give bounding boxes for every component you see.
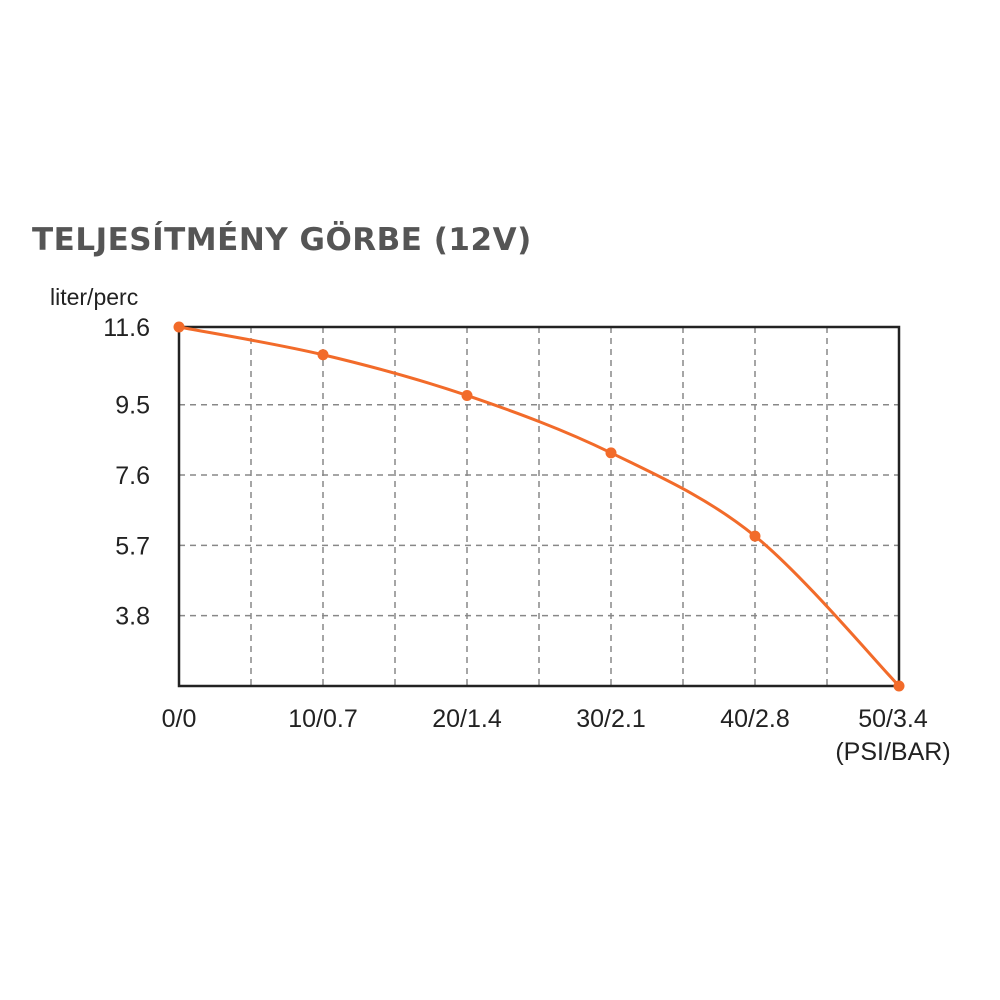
series-line [178,325,901,688]
data-point [173,321,185,333]
y-tick-labels: 11.6 9.5 7.6 5.7 3.8 [103,314,150,631]
chart-title: TELJESÍTMÉNY GÖRBE (12V) [32,222,532,258]
plot-frame [177,325,901,688]
x-tick-label: 20/1.4 [432,705,502,733]
x-tick-label: 40/2.8 [720,705,790,733]
x-axis-label: (PSI/BAR) [835,738,950,766]
data-point [893,680,905,692]
x-tick-label: 10/0.7 [288,705,358,733]
y-tick-label: 9.5 [115,392,150,420]
y-tick-label: 5.7 [115,532,150,560]
x-tick-label: 50/3.4 [858,705,928,733]
x-tick-label: 0/0 [162,705,197,733]
y-tick-label: 7.6 [115,462,150,490]
y-tick-label: 3.8 [115,603,150,631]
y-axis-label: liter/perc [50,284,138,310]
x-tick-label: 30/2.1 [576,705,646,733]
grid-lines [179,327,899,686]
data-point [605,447,617,459]
y-tick-label: 11.6 [103,314,150,342]
x-tick-labels: 0/0 10/0.7 20/1.4 30/2.1 40/2.8 50/3.4 [162,705,928,733]
data-points [173,321,905,692]
data-point [317,349,329,361]
data-point [749,530,761,542]
data-point [461,389,473,401]
